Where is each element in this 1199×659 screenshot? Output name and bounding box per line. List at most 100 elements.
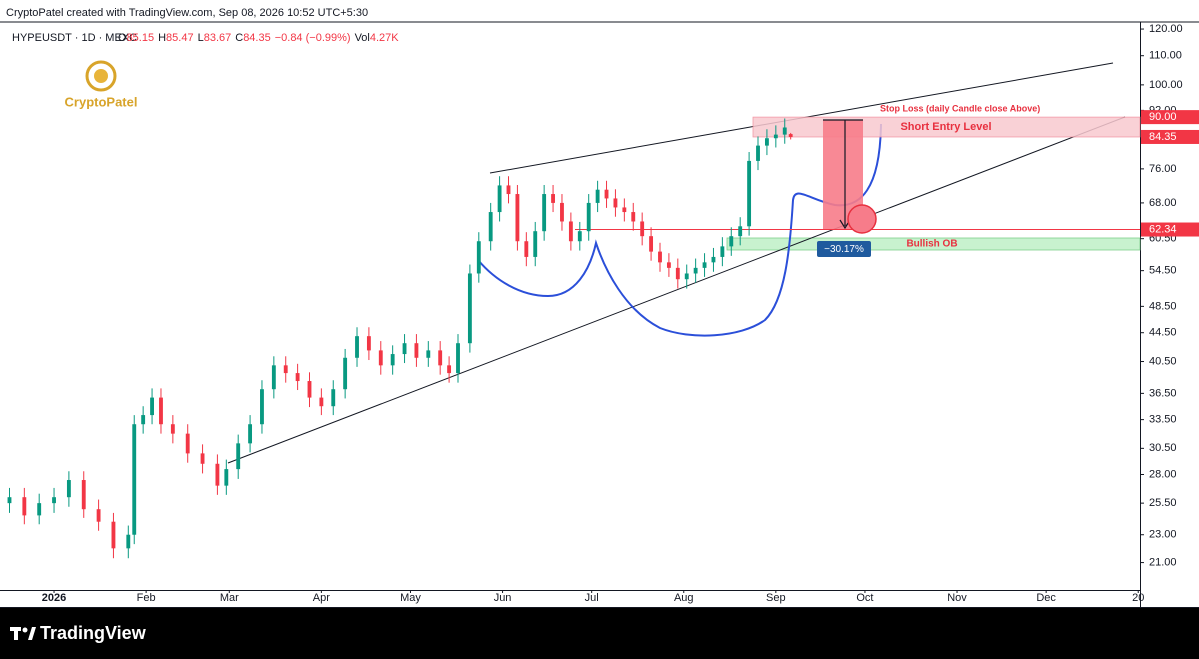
candle bbox=[283, 356, 288, 383]
candle bbox=[402, 334, 407, 364]
x-tick-label: Sep bbox=[766, 592, 786, 604]
candle-body bbox=[126, 534, 131, 549]
x-tick-label: Apr bbox=[313, 592, 330, 604]
candle-body bbox=[236, 443, 241, 470]
attribution: CryptoPatel created with TradingView.com… bbox=[6, 7, 368, 19]
candle bbox=[658, 242, 662, 272]
candle-body bbox=[390, 354, 395, 366]
candle-body bbox=[111, 521, 116, 549]
candle-body bbox=[66, 480, 71, 498]
candle-body bbox=[141, 415, 146, 425]
candle-body bbox=[675, 267, 680, 280]
volume-label: Vol bbox=[355, 32, 370, 44]
y-tick-label: 21.00 bbox=[1149, 556, 1177, 568]
candle-body bbox=[613, 198, 618, 208]
brand-mark bbox=[14, 627, 18, 640]
price-label-bg bbox=[1141, 110, 1199, 125]
candle bbox=[456, 334, 460, 383]
candle-body bbox=[747, 160, 752, 227]
candle bbox=[720, 237, 725, 267]
candle-body bbox=[773, 134, 778, 139]
candle-body bbox=[22, 497, 27, 516]
candle bbox=[295, 363, 300, 391]
logo-ring bbox=[85, 60, 117, 92]
candle-body bbox=[200, 453, 205, 464]
candle bbox=[586, 194, 591, 241]
candle-body bbox=[631, 212, 636, 222]
candle-body bbox=[764, 138, 769, 146]
candle bbox=[542, 184, 547, 241]
x-tick-label: Feb bbox=[137, 592, 156, 604]
candle-body bbox=[577, 231, 582, 242]
candle-body bbox=[343, 357, 348, 390]
candle-body bbox=[702, 262, 707, 268]
logo-text: CryptoPatel bbox=[65, 94, 138, 109]
candle-body bbox=[295, 373, 300, 382]
candle bbox=[595, 180, 600, 213]
candle-body bbox=[720, 246, 725, 257]
candle-body bbox=[595, 189, 600, 203]
candle-body bbox=[96, 509, 101, 522]
candle-body bbox=[533, 231, 538, 257]
candle bbox=[533, 221, 538, 267]
candle-body bbox=[551, 194, 555, 203]
candle-body bbox=[185, 433, 190, 454]
candle-body bbox=[7, 497, 12, 504]
y-tick-label: 76.00 bbox=[1149, 163, 1177, 175]
candle bbox=[488, 202, 493, 251]
ohlc-label: O bbox=[118, 32, 127, 44]
candle-body bbox=[586, 202, 591, 232]
candle-body bbox=[426, 350, 431, 358]
candle-body bbox=[497, 185, 502, 213]
candle bbox=[200, 444, 205, 474]
candle bbox=[307, 372, 312, 408]
candle bbox=[622, 198, 627, 222]
brand-mark bbox=[22, 627, 28, 633]
candle-body bbox=[693, 267, 698, 274]
candle bbox=[343, 348, 348, 399]
candle-body bbox=[447, 365, 452, 374]
candle bbox=[702, 253, 707, 277]
candle bbox=[438, 341, 443, 375]
candle bbox=[126, 525, 131, 559]
candle-body bbox=[782, 127, 787, 135]
candle-body bbox=[467, 273, 472, 344]
candle bbox=[497, 176, 502, 222]
candle bbox=[81, 471, 86, 518]
candle bbox=[132, 415, 137, 545]
candle-body bbox=[506, 185, 511, 195]
y-tick-label: 48.50 bbox=[1149, 300, 1177, 312]
candle-body bbox=[37, 503, 42, 516]
ohlc-label: C bbox=[235, 32, 243, 44]
y-tick-label: 54.50 bbox=[1149, 265, 1177, 277]
candle bbox=[551, 184, 555, 213]
candle-body bbox=[248, 424, 253, 444]
short-entry-label: Short Entry Level bbox=[900, 121, 991, 133]
candle-body bbox=[738, 226, 743, 237]
candle-body bbox=[456, 343, 460, 374]
candle-body bbox=[132, 424, 137, 535]
volume: 4.27K bbox=[370, 32, 399, 44]
candle-body bbox=[307, 381, 312, 398]
candle bbox=[684, 264, 689, 289]
candle bbox=[613, 189, 618, 217]
candle bbox=[96, 499, 101, 531]
candle bbox=[215, 454, 220, 495]
x-tick-label: Mar bbox=[220, 592, 239, 604]
candle bbox=[414, 334, 419, 367]
candle-body bbox=[684, 273, 689, 280]
candle bbox=[756, 136, 760, 171]
candle-body bbox=[402, 343, 407, 355]
candle bbox=[141, 406, 146, 434]
ohlc-label: L bbox=[198, 32, 204, 44]
footer-bar bbox=[0, 608, 1199, 659]
y-tick-label: 25.50 bbox=[1149, 497, 1177, 509]
candle bbox=[236, 434, 241, 479]
stop-loss-label: Stop Loss (daily Candle close Above) bbox=[880, 103, 1040, 113]
y-tick-label: 23.00 bbox=[1149, 529, 1177, 541]
symbol: HYPEUSDT · 1D · MEXC bbox=[12, 32, 137, 44]
y-tick-label: 30.50 bbox=[1149, 442, 1177, 454]
candle bbox=[355, 327, 359, 367]
x-tick-label: 20 bbox=[1132, 592, 1144, 604]
